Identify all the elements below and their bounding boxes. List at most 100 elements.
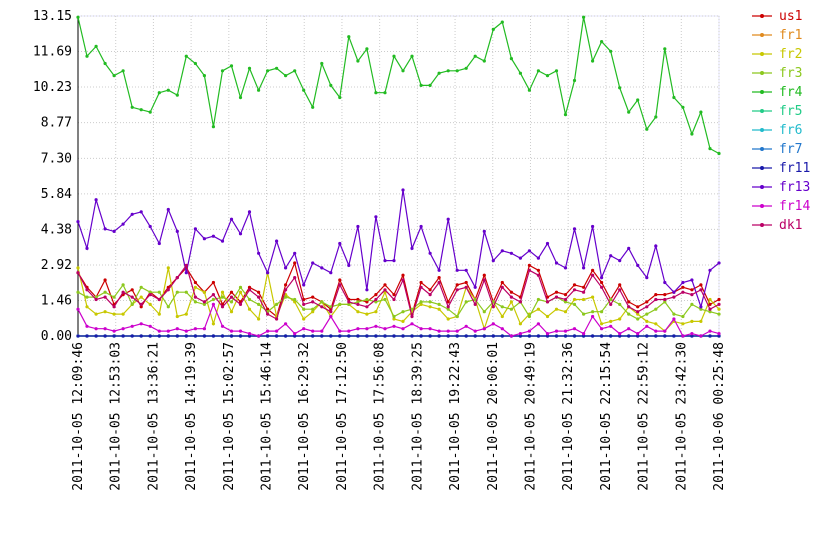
data-point <box>284 334 288 338</box>
data-point <box>284 283 288 287</box>
data-point <box>482 59 486 63</box>
data-point <box>690 288 694 292</box>
data-point <box>338 95 342 100</box>
data-point <box>591 273 595 277</box>
data-point <box>130 295 134 299</box>
data-point <box>347 263 351 267</box>
data-point <box>76 307 80 311</box>
data-point <box>500 280 504 285</box>
data-point <box>112 74 116 78</box>
data-point <box>563 113 568 117</box>
legend-label: dk1 <box>779 218 802 233</box>
data-point <box>536 297 541 302</box>
data-point <box>582 266 586 270</box>
data-point <box>76 220 80 224</box>
data-point <box>600 322 604 326</box>
data-point <box>563 266 568 270</box>
data-point <box>563 293 568 297</box>
data-point <box>247 66 252 70</box>
data-point <box>600 40 604 44</box>
data-point <box>148 302 152 306</box>
x-tick-label: 2011-10-05 13:36:21 <box>146 342 161 491</box>
data-point <box>536 69 541 73</box>
data-point <box>284 74 288 78</box>
data-point <box>392 297 396 302</box>
data-point <box>175 334 179 338</box>
data-point <box>266 69 270 73</box>
data-point <box>446 329 450 333</box>
data-point <box>654 115 658 119</box>
data-point <box>446 300 450 304</box>
data-point <box>238 329 243 333</box>
data-point <box>293 334 297 338</box>
data-point <box>527 88 532 92</box>
data-point <box>627 110 631 114</box>
data-point <box>383 283 387 287</box>
data-point <box>527 268 532 272</box>
data-point <box>329 314 333 319</box>
data-point <box>410 246 414 250</box>
data-point <box>446 217 450 221</box>
x-tick-label: 2011-10-05 12:53:03 <box>109 342 124 491</box>
data-point <box>220 239 225 243</box>
data-point <box>509 307 513 311</box>
data-point <box>383 327 387 331</box>
data-point <box>365 297 369 302</box>
data-point <box>627 246 631 250</box>
data-point <box>600 327 604 331</box>
data-point <box>148 293 152 297</box>
data-point <box>473 329 477 333</box>
data-point <box>338 278 342 282</box>
data-point <box>266 329 270 333</box>
data-point <box>636 310 640 314</box>
data-point <box>139 108 143 112</box>
data-point <box>654 244 658 248</box>
data-point <box>690 278 694 282</box>
data-point <box>130 105 134 109</box>
data-point <box>681 280 685 285</box>
data-point <box>329 271 333 275</box>
data-point <box>636 263 640 267</box>
data-point <box>536 307 541 311</box>
data-point <box>690 132 694 136</box>
data-point <box>94 198 98 202</box>
data-point <box>437 71 441 75</box>
data-point <box>482 310 486 314</box>
legend-item-us1: us1 <box>752 9 802 24</box>
data-point <box>229 295 234 299</box>
data-point <box>518 256 523 260</box>
data-point <box>518 300 523 304</box>
data-point <box>473 285 477 289</box>
data-point <box>717 312 721 316</box>
data-point <box>627 312 631 316</box>
data-point <box>130 334 134 338</box>
legend-label: fr13 <box>779 180 810 195</box>
data-point <box>554 69 559 73</box>
data-point <box>148 290 152 294</box>
data-point <box>139 285 143 289</box>
data-point <box>329 310 333 314</box>
data-point <box>320 305 324 309</box>
data-point <box>582 297 586 302</box>
data-point <box>609 302 613 306</box>
data-point <box>545 300 550 304</box>
data-point <box>482 327 486 331</box>
data-point <box>609 334 613 338</box>
data-point <box>699 305 703 309</box>
data-point <box>663 300 667 304</box>
y-tick-label: 5.84 <box>41 187 72 202</box>
data-point <box>518 71 523 75</box>
data-point <box>193 285 197 289</box>
data-point <box>302 283 306 287</box>
data-point <box>139 210 143 214</box>
data-point <box>374 293 378 297</box>
data-point <box>211 293 215 297</box>
data-point <box>148 110 152 114</box>
data-point <box>365 47 369 51</box>
data-point <box>591 59 595 63</box>
data-point <box>356 59 360 63</box>
data-point <box>464 285 468 289</box>
legend-swatch-marker <box>760 33 764 37</box>
data-point <box>293 251 297 255</box>
data-point <box>627 305 631 309</box>
